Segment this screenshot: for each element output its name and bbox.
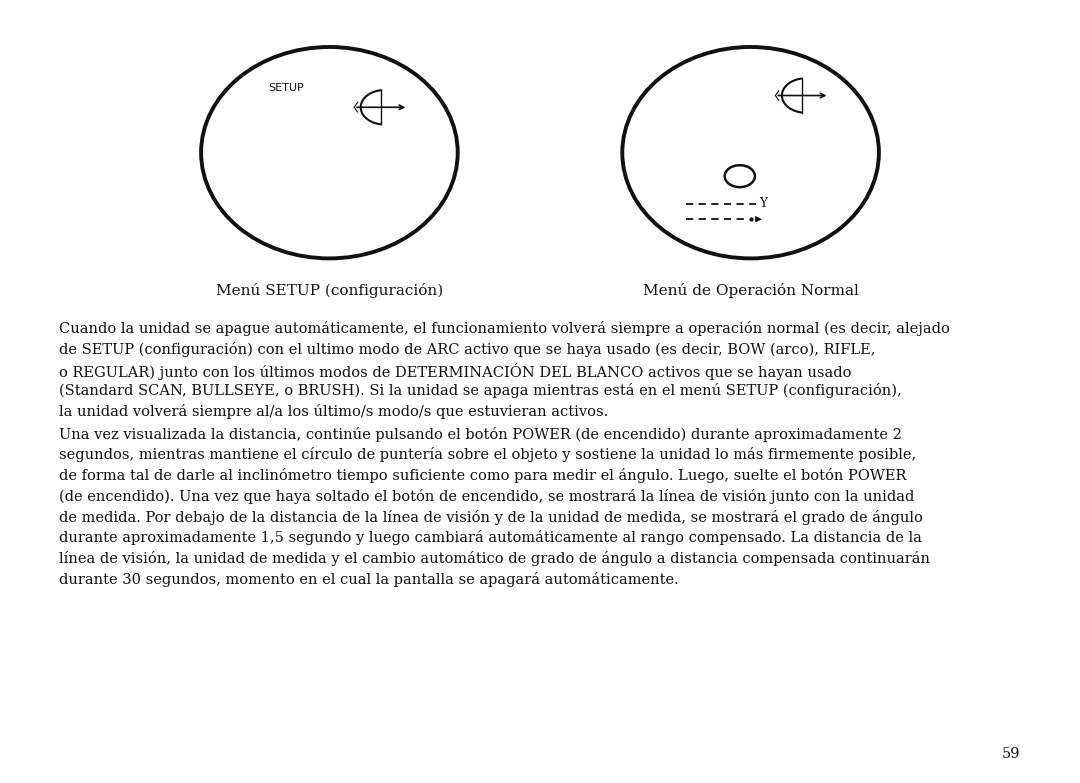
Text: la unidad volverá siempre al/a los último/s modo/s que estuvieran activos.: la unidad volverá siempre al/a los últim…	[59, 404, 609, 419]
Text: durante 30 segundos, momento en el cual la pantalla se apagará automáticamente.: durante 30 segundos, momento en el cual …	[59, 572, 679, 587]
Text: de SETUP (configuración) con el ultimo modo de ARC activo que se haya usado (es : de SETUP (configuración) con el ultimo m…	[59, 341, 876, 357]
Text: (Standard SCAN, BULLSEYE, o BRUSH). Si la unidad se apaga mientras está en el me: (Standard SCAN, BULLSEYE, o BRUSH). Si l…	[59, 383, 902, 399]
Text: Menú SETUP (configuración): Menú SETUP (configuración)	[216, 283, 443, 298]
Text: SETUP: SETUP	[268, 84, 305, 93]
Text: segundos, mientras mantiene el círculo de puntería sobre el objeto y sostiene la: segundos, mientras mantiene el círculo d…	[59, 448, 917, 463]
Text: o REGULAR) junto con los últimos modos de DETERMINACIÓN DEL BLANCO activos que s: o REGULAR) junto con los últimos modos d…	[59, 363, 852, 380]
Text: Cuando la unidad se apague automáticamente, el funcionamiento volverá siempre a : Cuando la unidad se apague automáticamen…	[59, 321, 950, 336]
Text: Y: Y	[759, 197, 767, 210]
Text: 59: 59	[1002, 747, 1021, 761]
Text: durante aproximadamente 1,5 segundo y luego cambiará automáticamente al rango co: durante aproximadamente 1,5 segundo y lu…	[59, 531, 922, 546]
Text: línea de visión, la unidad de medida y el cambio automático de grado de ángulo a: línea de visión, la unidad de medida y e…	[59, 551, 930, 566]
Text: de medida. Por debajo de la distancia de la línea de visión y de la unidad de me: de medida. Por debajo de la distancia de…	[59, 510, 923, 525]
Text: (de encendido). Una vez que haya soltado el botón de encendido, se mostrará la l: (de encendido). Una vez que haya soltado…	[59, 489, 915, 504]
Text: Menú de Operación Normal: Menú de Operación Normal	[643, 283, 859, 298]
Text: de forma tal de darle al inclinómetro tiempo suficiente como para medir el ángul: de forma tal de darle al inclinómetro ti…	[59, 468, 907, 483]
Text: Una vez visualizada la distancia, continúe pulsando el botón POWER (de encendido: Una vez visualizada la distancia, contin…	[59, 427, 902, 442]
